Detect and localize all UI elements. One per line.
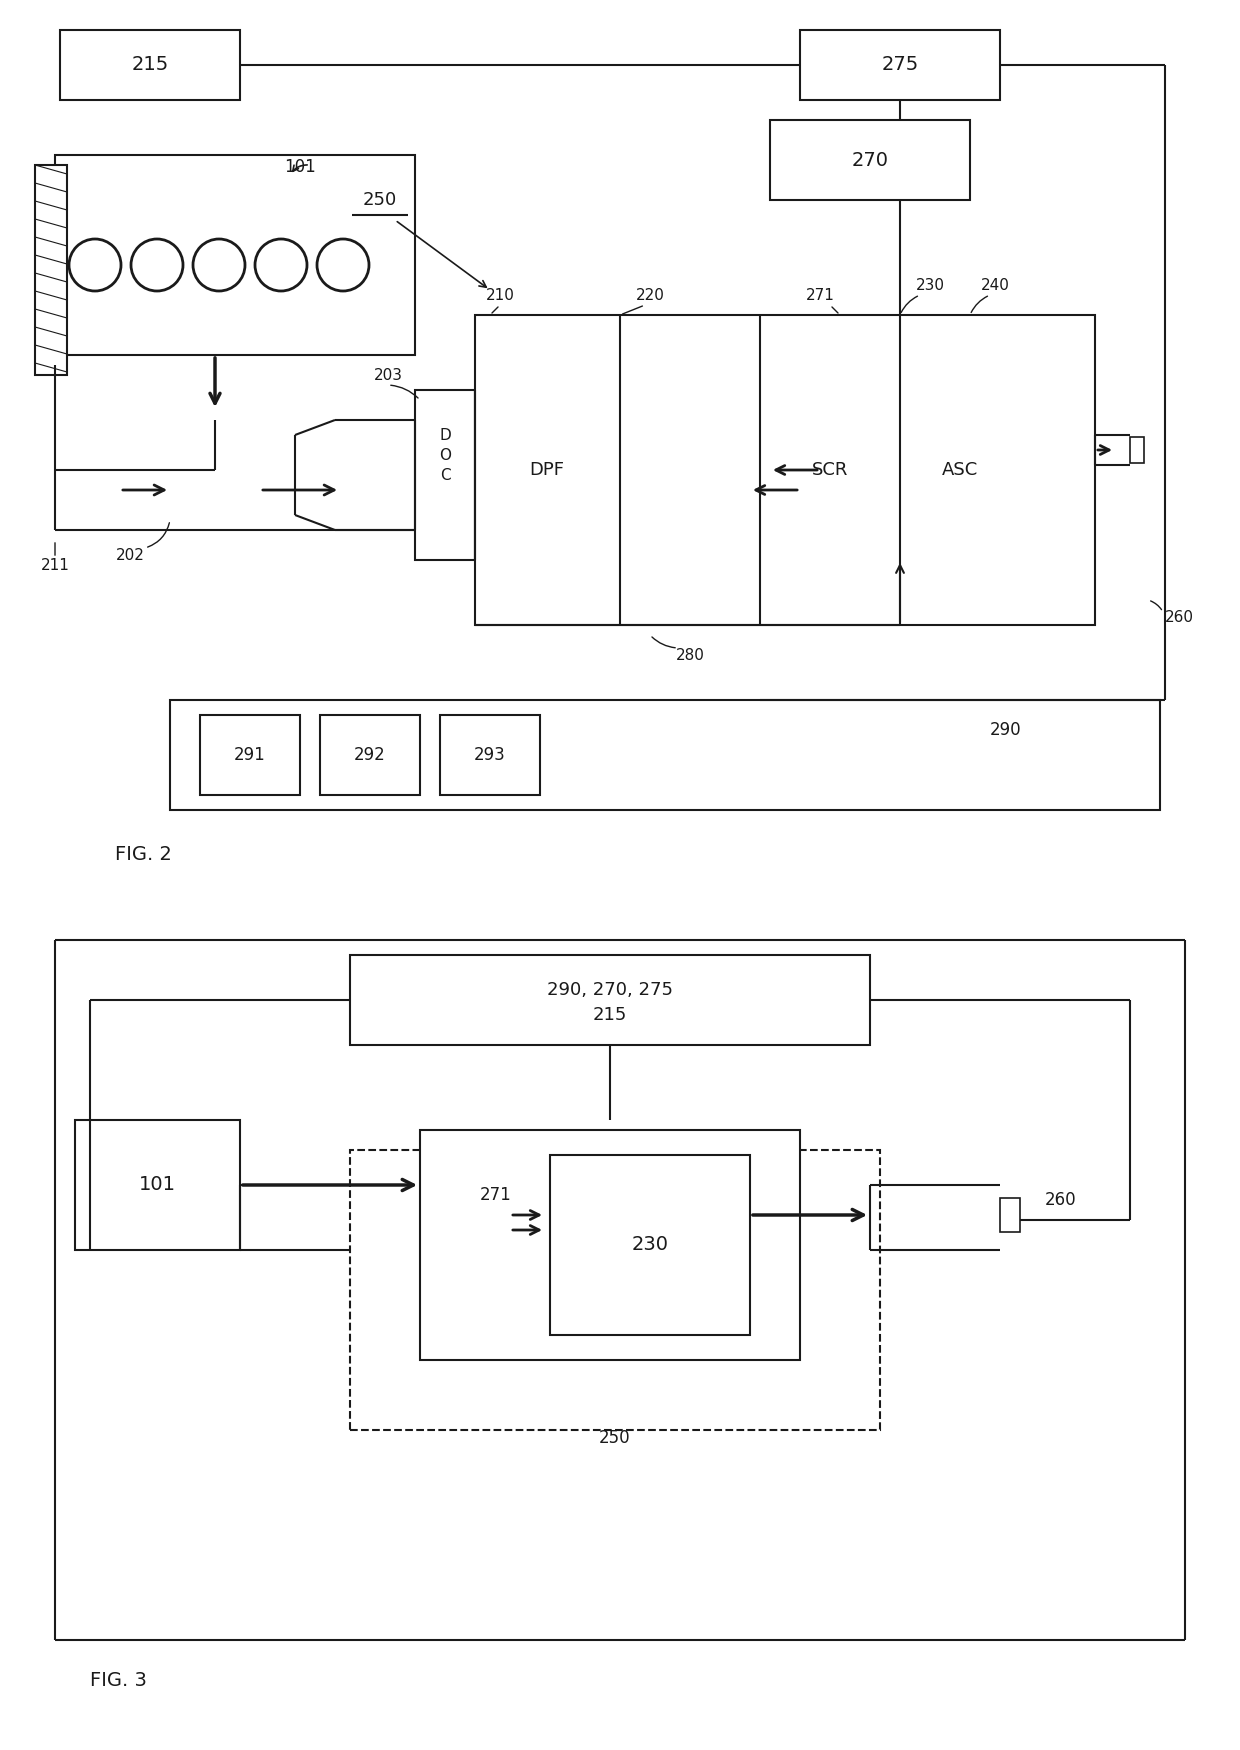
Text: 280: 280 [676, 648, 704, 663]
Text: 271: 271 [806, 287, 835, 303]
Bar [200, 716, 300, 795]
Text: 101: 101 [284, 158, 316, 177]
Text: 293: 293 [474, 746, 506, 765]
Bar [420, 1130, 800, 1360]
Text: 290: 290 [990, 721, 1022, 738]
Bar [74, 1120, 241, 1250]
Text: 270: 270 [852, 150, 889, 170]
Bar [320, 716, 420, 795]
Text: 203: 203 [373, 368, 403, 383]
Bar [35, 164, 67, 374]
Text: 250: 250 [363, 191, 397, 208]
Bar [55, 156, 415, 355]
Text: SCR: SCR [812, 460, 848, 480]
Text: 271: 271 [480, 1186, 512, 1204]
Text: 101: 101 [139, 1176, 176, 1195]
Text: 211: 211 [41, 558, 69, 572]
Bar [770, 121, 970, 200]
Text: C: C [440, 467, 450, 483]
Text: 290, 270, 275: 290, 270, 275 [547, 982, 673, 999]
Text: D: D [439, 427, 451, 443]
Text: FIG. 3: FIG. 3 [91, 1671, 146, 1689]
Text: ASC: ASC [942, 460, 978, 480]
Bar [999, 1199, 1021, 1232]
Text: 291: 291 [234, 746, 265, 765]
Text: 220: 220 [636, 287, 665, 303]
Bar [350, 956, 870, 1045]
Bar [170, 700, 1159, 810]
Text: 250: 250 [599, 1430, 631, 1447]
Bar [415, 390, 475, 560]
Text: 260: 260 [1045, 1192, 1076, 1209]
Bar [551, 1155, 750, 1335]
Text: 202: 202 [115, 548, 144, 562]
Text: 215: 215 [593, 1006, 627, 1024]
Bar [440, 716, 539, 795]
Text: 292: 292 [355, 746, 386, 765]
Bar [350, 1150, 880, 1430]
Text: 260: 260 [1166, 611, 1194, 625]
Bar [800, 30, 999, 100]
Text: 210: 210 [486, 287, 515, 303]
Text: 215: 215 [131, 56, 169, 75]
Bar [1130, 438, 1145, 464]
Text: 230: 230 [631, 1236, 668, 1255]
Text: DPF: DPF [529, 460, 564, 480]
Text: 240: 240 [981, 278, 1009, 292]
Text: FIG. 2: FIG. 2 [115, 845, 172, 864]
Bar [475, 315, 1095, 625]
Bar [60, 30, 241, 100]
Text: 230: 230 [915, 278, 945, 292]
Text: O: O [439, 448, 451, 462]
Text: 275: 275 [882, 56, 919, 75]
